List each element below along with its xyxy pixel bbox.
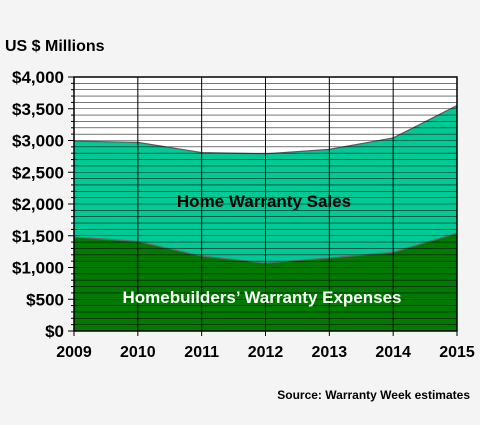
y-tick-label: $4,000 [12,68,64,87]
x-tick-label: 2012 [248,344,284,361]
y-tick-label: $0 [45,322,64,341]
x-tick-label: 2009 [56,344,92,361]
y-tick-labels: $0 $500 $1,000 $1,500 $2,000 $2,500 $3,000 $3,5… [12,68,64,341]
y-tick-label: $500 [26,290,64,309]
y-axis-title: US $ Millions [5,38,105,55]
y-tick-label: $3,500 [12,100,64,119]
axes [68,76,458,336]
y-tick-label: $2,000 [12,195,64,214]
x-tick-label: 2010 [120,344,156,361]
x-tick-labels: 2009 2010 2011 2012 2013 2014 2015 [56,344,475,361]
gridlines [74,77,457,331]
x-tick-label: 2011 [184,344,219,361]
series-label-homebuilders-warranty-expenses: Homebuilders’ Warranty Expenses [122,288,401,307]
y-tick-label: $2,500 [12,163,64,182]
series-label-home-warranty-sales: Home Warranty Sales [177,192,351,211]
y-tick-label: $3,000 [12,132,64,151]
y-tick-label: $1,000 [12,259,64,278]
source-note: Source: Warranty Week estimates [277,388,470,402]
x-tick-label: 2015 [439,344,475,361]
x-tick-label: 2014 [375,344,411,361]
x-tick-label: 2013 [312,344,348,361]
y-tick-label: $1,500 [12,227,64,246]
